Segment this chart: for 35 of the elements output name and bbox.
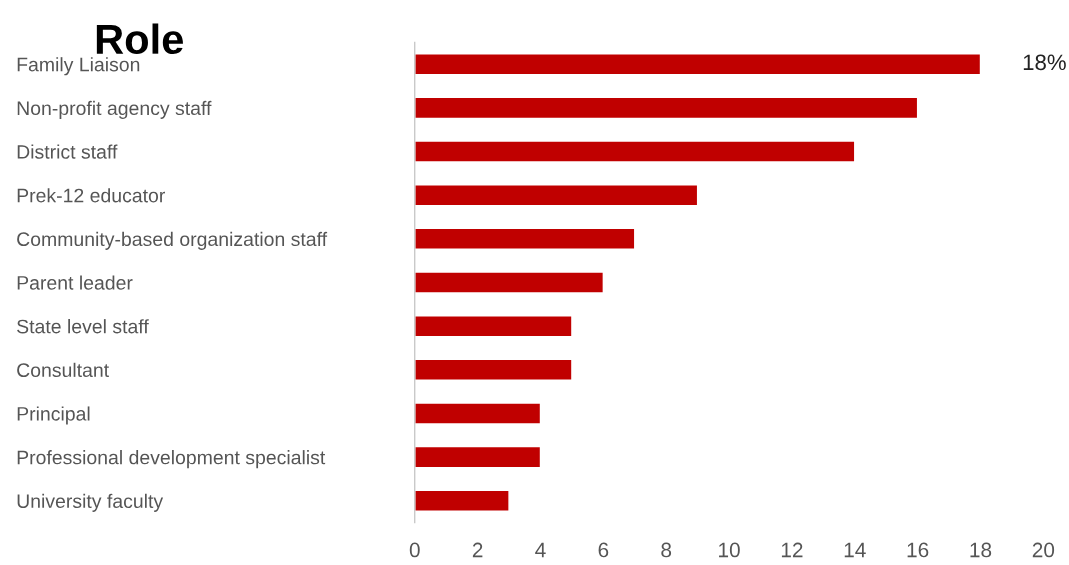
- y-tick-label: Principal: [17, 406, 90, 425]
- x-tick-label: 16: [907, 542, 929, 558]
- chart-title: Role: [96, 23, 183, 55]
- y-tick-label: Prek-12 educator: [17, 188, 165, 203]
- x-tick-label: 14: [844, 542, 866, 558]
- y-tick-label: Family Liaison: [17, 57, 140, 76]
- x-tick-label: 0: [409, 542, 420, 558]
- bar: [414, 402, 542, 425]
- y-tick-label: Professional development specialist: [17, 450, 326, 469]
- x-tick-label: 8: [661, 542, 672, 558]
- bar: [414, 53, 982, 76]
- bar: [414, 271, 605, 294]
- bar: [414, 445, 542, 469]
- x-tick-label: 4: [535, 542, 546, 558]
- y-tick-label: University faculty: [17, 493, 164, 512]
- x-tick-label: 18: [970, 542, 992, 558]
- x-tick-label: 2: [472, 542, 483, 558]
- data-label: 18%: [1023, 54, 1066, 71]
- bar: [414, 314, 573, 338]
- bar: [414, 227, 636, 251]
- bar: [414, 96, 919, 120]
- y-tick-label: Consultant: [17, 362, 109, 378]
- x-tick-label: 20: [1032, 542, 1055, 558]
- bar: [414, 140, 856, 163]
- bar: [414, 489, 510, 512]
- bar: [414, 358, 573, 381]
- y-tick-label: District staff: [17, 144, 118, 159]
- y-tick-label: Parent leader: [17, 275, 133, 290]
- bar: [414, 184, 699, 207]
- y-tick-label: State level staff: [17, 319, 149, 334]
- y-tick-label: Non-profit agency staff: [17, 100, 212, 119]
- x-tick-label: 10: [719, 542, 740, 558]
- x-tick-label: 6: [598, 542, 609, 558]
- y-tick-label: Community-based organization staff: [17, 231, 328, 250]
- x-tick-label: 12: [781, 542, 803, 558]
